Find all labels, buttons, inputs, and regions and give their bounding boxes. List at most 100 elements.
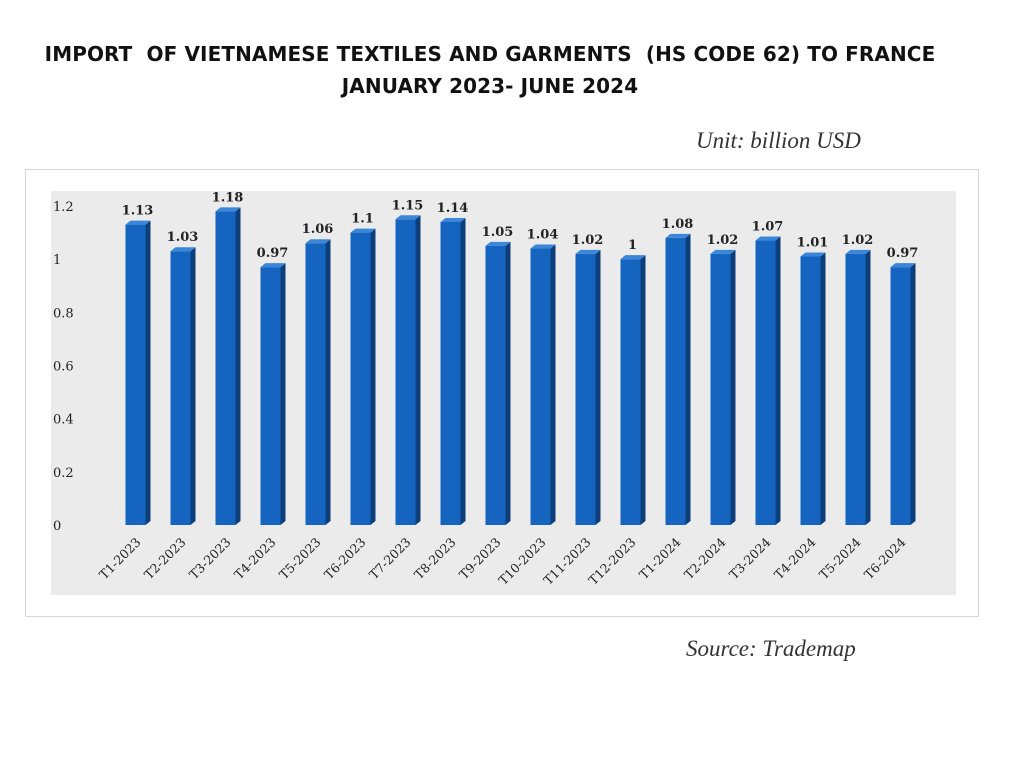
bar-side [820,252,826,525]
bar-front [260,267,281,525]
data-label-T1-2024: 1.08 [662,217,694,232]
bar-front [620,259,641,525]
bar-front [800,256,821,525]
data-label-T4-2024: 1.01 [797,236,829,251]
bar-front [755,240,776,525]
bar-side [460,217,466,525]
data-label-T4-2023: 0.97 [257,246,289,261]
bar-T4-2023 [260,263,286,525]
data-label-T3-2023: 1.18 [212,190,244,205]
bar-side [640,255,646,525]
bar-side [325,239,331,525]
data-label-T1-2023: 1.13 [122,204,154,219]
bar-side [685,233,691,525]
chart-title-line-1: IMPORT OF VIETNAMESE TEXTILES AND GARMEN… [44,42,936,66]
bar-T9-2023 [485,241,511,525]
data-label-T9-2023: 1.05 [482,225,514,240]
data-label-T5-2023: 1.06 [302,222,334,237]
y-tick-label-3: 0.6 [53,360,74,375]
y-tick-label-0: 0 [53,519,61,534]
data-label-T11-2023: 1.02 [572,233,604,248]
bar-side [235,207,241,526]
bar-chart: 00.20.40.60.811.2 1.13T1-20231.03T2-20231… [51,190,956,595]
y-tick-label-6: 1.2 [53,200,74,215]
bar-T5-2023 [305,239,331,525]
bar-T1-2024 [665,233,691,525]
bar-T8-2023 [440,217,466,525]
bar-T5-2024 [845,249,871,525]
bar-side [145,220,151,525]
source-note: Source: Trademap [686,636,856,661]
bar-side [865,249,871,525]
bar-top [215,207,241,212]
bar-top [575,249,601,254]
bar-top [440,217,466,222]
data-label-T5-2024: 1.02 [842,233,874,248]
bar-T3-2023 [215,207,241,526]
bar-T6-2023 [350,228,376,526]
bar-front [305,243,326,525]
bar-front [575,253,596,525]
bar-top [710,249,736,254]
data-label-T12-2023: 1 [628,238,637,253]
bar-front [710,253,731,525]
bar-T2-2023 [170,247,196,526]
bar-top [305,239,331,244]
bar-side [505,241,511,525]
bar-top [845,249,871,254]
bar-T10-2023 [530,244,556,525]
bar-side [370,228,376,526]
bar-front [890,267,911,525]
bar-T12-2023 [620,255,646,525]
y-tick-label-4: 0.8 [53,306,74,321]
bar-side [595,249,601,525]
bar-top [395,215,421,220]
y-tick-label-1: 0.2 [53,466,74,481]
bar-top [170,247,196,252]
bar-top [530,244,556,249]
bar-side [730,249,736,525]
bar-T4-2024 [800,252,826,525]
bar-front [845,253,866,525]
bar-top [665,233,691,238]
bar-front [350,232,371,526]
bar-side [190,247,196,526]
bar-front [440,221,461,525]
unit-note: Unit: billion USD [696,128,861,153]
bar-T11-2023 [575,249,601,525]
bar-top [800,252,826,257]
bar-front [395,219,416,525]
data-label-T6-2023: 1.1 [351,212,374,227]
bar-top [125,220,151,225]
bar-top [485,241,511,246]
bar-T1-2023 [125,220,151,525]
bar-top [260,263,286,268]
bar-top [890,263,916,268]
bar-side [415,215,421,525]
data-label-T8-2023: 1.14 [437,201,469,216]
data-label-T3-2024: 1.07 [752,220,784,235]
bar-top [620,255,646,260]
bar-side [550,244,556,525]
bar-T6-2024 [890,263,916,525]
data-label-T7-2023: 1.15 [392,198,424,213]
bar-front [665,237,686,525]
chart-title-line-2: JANUARY 2023- JUNE 2024 [341,74,639,98]
bar-T2-2024 [710,249,736,525]
bar-side [910,263,916,525]
bar-top [350,228,376,233]
bar-front [485,245,506,525]
bar-side [775,236,781,525]
bar-side [280,263,286,525]
data-label-T6-2024: 0.97 [887,246,919,261]
data-label-T2-2024: 1.02 [707,233,739,248]
bar-front [530,248,551,525]
data-label-T10-2023: 1.04 [527,228,559,243]
bar-front [125,224,146,525]
bar-top [755,236,781,241]
bar-T3-2024 [755,236,781,525]
bar-front [215,211,236,526]
data-label-T2-2023: 1.03 [167,230,199,245]
y-tick-label-5: 1 [53,253,61,268]
bar-T7-2023 [395,215,421,525]
